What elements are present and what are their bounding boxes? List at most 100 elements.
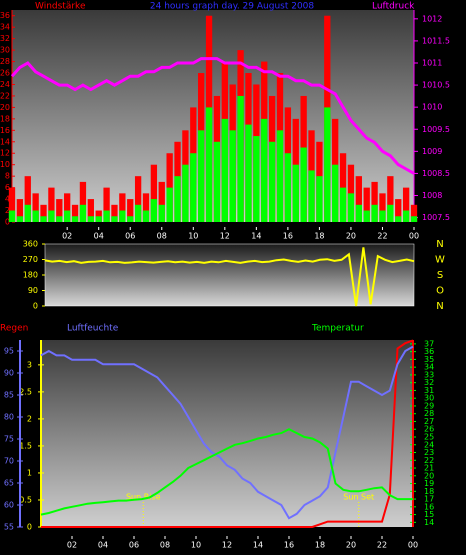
y-tick-label: 18 bbox=[424, 487, 434, 496]
chart-title: 24 hours graph day. 29 August 2008 bbox=[150, 2, 315, 12]
y2-tick-label: 1008.5 bbox=[422, 169, 450, 178]
x-tick-label: 18 bbox=[314, 232, 324, 241]
y-tick-label: 90 bbox=[28, 286, 38, 295]
direction-label: W bbox=[435, 255, 445, 266]
y-tick-label: 22 bbox=[424, 456, 434, 465]
axis-title: Temperatur bbox=[311, 324, 364, 334]
x-tick-label: 16 bbox=[284, 541, 294, 550]
x-tick-label: 22 bbox=[377, 541, 387, 550]
x-tick-label: 04 bbox=[94, 232, 104, 241]
wind-bar bbox=[158, 204, 165, 222]
wind-bar bbox=[253, 136, 260, 222]
y-tick-label: 19 bbox=[424, 479, 434, 488]
wind-bar bbox=[174, 176, 181, 222]
wind-bar bbox=[339, 187, 347, 222]
wind-bar bbox=[332, 164, 339, 222]
x-tick-label: 12 bbox=[222, 541, 232, 550]
wind-bar bbox=[56, 216, 63, 222]
wind-bar bbox=[71, 216, 79, 222]
x-tick-label: 04 bbox=[98, 541, 108, 550]
wind-bar bbox=[402, 210, 410, 222]
data-line bbox=[40, 428, 413, 516]
wind-bar bbox=[87, 216, 94, 222]
wind-bar bbox=[16, 216, 24, 222]
direction-label: N bbox=[436, 239, 443, 250]
wind-bar bbox=[347, 193, 355, 222]
y-tick-label: 65 bbox=[4, 479, 14, 488]
wind-bar bbox=[205, 107, 213, 222]
y-tick-label: 24 bbox=[0, 80, 10, 89]
wind-bar bbox=[142, 210, 150, 222]
wind-bar bbox=[410, 216, 418, 222]
y-tick-label: 0 bbox=[27, 523, 32, 532]
wind-bar bbox=[40, 204, 47, 222]
wind-bar bbox=[268, 141, 276, 222]
y-tick-label: 55 bbox=[4, 523, 14, 532]
wind-bar bbox=[79, 181, 87, 222]
wind-bar bbox=[134, 176, 142, 222]
y-tick-label: 28 bbox=[0, 57, 10, 66]
axis-title: Windstärke bbox=[35, 2, 86, 12]
y-tick-label: 22 bbox=[0, 91, 10, 100]
wind-bar bbox=[395, 199, 402, 222]
wind-bar bbox=[119, 193, 126, 222]
wind-bar bbox=[95, 216, 102, 222]
y-tick-label: 270 bbox=[23, 255, 38, 264]
wind-bar bbox=[71, 204, 79, 222]
wind-bar bbox=[40, 216, 47, 222]
y-tick-label: 24 bbox=[424, 440, 434, 449]
wind-bar bbox=[229, 130, 236, 222]
y-tick-label: 80 bbox=[4, 413, 14, 422]
y2-tick-label: 1010 bbox=[422, 103, 442, 112]
wind-bar bbox=[410, 204, 418, 222]
y-tick-label: 37 bbox=[424, 339, 434, 348]
wind-bar bbox=[355, 204, 362, 222]
wind-bar bbox=[339, 153, 347, 222]
wind-bar bbox=[237, 95, 244, 222]
wind-bar bbox=[119, 210, 126, 222]
wind-bar bbox=[87, 199, 94, 222]
y-tick-label: 36 bbox=[424, 347, 434, 356]
y-tick-label: 34 bbox=[0, 23, 10, 32]
x-tick-label: 06 bbox=[125, 232, 135, 241]
y2-tick-label: 1012 bbox=[422, 14, 442, 23]
wind-bar bbox=[292, 164, 299, 222]
x-tick-label: 06 bbox=[129, 541, 139, 550]
wind-bar bbox=[284, 153, 292, 222]
y2-tick-label: 1009 bbox=[422, 147, 442, 156]
wind-bar bbox=[198, 130, 205, 222]
wind-bar bbox=[190, 153, 197, 222]
wind-bar bbox=[127, 199, 134, 222]
wind-bar bbox=[150, 199, 158, 222]
wind-bar bbox=[308, 170, 315, 222]
y-tick-label: 25 bbox=[424, 432, 434, 441]
y-tick-label: 36 bbox=[0, 11, 10, 20]
y-tick-label: 0 bbox=[5, 218, 10, 227]
x-tick-label: 08 bbox=[160, 541, 170, 550]
wind-bar bbox=[79, 204, 87, 222]
y-tick-label: 2 bbox=[27, 414, 32, 423]
y-tick-label: 180 bbox=[23, 271, 38, 280]
wind-bar bbox=[316, 176, 323, 222]
direction-label: O bbox=[436, 286, 444, 297]
y-tick-label: 0 bbox=[33, 302, 38, 311]
y-tick-label: 15 bbox=[424, 510, 434, 519]
y2-tick-label: 1010.5 bbox=[422, 81, 450, 90]
y-tick-label: 70 bbox=[4, 457, 14, 466]
y-tick-label: 21 bbox=[424, 464, 434, 473]
wind-bar bbox=[213, 141, 221, 222]
y-tick-label: 30 bbox=[0, 46, 10, 55]
wind-bar bbox=[182, 164, 189, 222]
y2-tick-label: 1011 bbox=[422, 59, 442, 68]
y-tick-label: 26 bbox=[424, 425, 434, 434]
x-tick-label: 10 bbox=[188, 232, 198, 241]
y-tick-label: 90 bbox=[4, 369, 14, 378]
wind-bar bbox=[103, 210, 110, 222]
y-tick-label: 12 bbox=[0, 149, 10, 158]
x-tick-label: 18 bbox=[315, 541, 325, 550]
y-tick-label: 75 bbox=[4, 435, 14, 444]
y-tick-label: 18 bbox=[0, 114, 10, 123]
y-tick-label: 32 bbox=[424, 378, 434, 387]
y-tick-label: 14 bbox=[424, 518, 434, 527]
wind-bar bbox=[127, 216, 134, 222]
